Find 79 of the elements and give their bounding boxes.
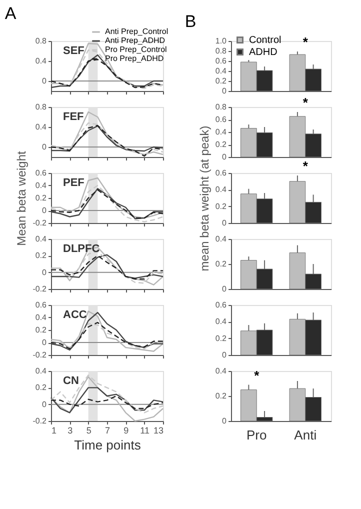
x-axis-title: Time points bbox=[74, 438, 142, 452]
y-axis-title: mean beta weight (at peak) bbox=[197, 126, 212, 272]
y-tick-label: 0.2 bbox=[215, 140, 228, 149]
y-tick-label: 0 bbox=[222, 350, 228, 360]
y-tick-label: 0.4 bbox=[35, 234, 48, 244]
y-tick-label: 0.6 bbox=[215, 300, 228, 310]
y-tick-label: 0 bbox=[42, 142, 48, 152]
y-tick-label: 0 bbox=[42, 268, 48, 277]
y-tick-label: 0.4 bbox=[35, 122, 48, 132]
y-tick-label: 0.4 bbox=[215, 128, 228, 136]
x-tick-label: 11 bbox=[140, 426, 150, 436]
x-tick-label: 5 bbox=[86, 426, 92, 436]
y-tick-label: 0 bbox=[42, 206, 48, 215]
y-tick-label: 0.8 bbox=[215, 46, 228, 56]
y-tick-label: 0 bbox=[42, 400, 48, 409]
y-tick-label: 0.4 bbox=[215, 317, 228, 326]
x-tick-label: 9 bbox=[124, 426, 129, 436]
chart-title: B bbox=[184, 12, 196, 31]
y-tick-label: 0.4 bbox=[35, 56, 48, 66]
legend-label: Control bbox=[249, 35, 282, 46]
y-tick-label: 0 bbox=[222, 284, 228, 294]
y-tick-label: 0.8 bbox=[35, 36, 48, 46]
y-tick-label: 0.4 bbox=[215, 234, 228, 244]
legend-label: Anti Prep_Control bbox=[105, 27, 168, 36]
y-tick-label: 0.4 bbox=[215, 66, 228, 76]
annotation: ACC bbox=[63, 309, 87, 321]
y-tick-label: 0 bbox=[42, 338, 48, 347]
y-tick-label: 0.4 bbox=[35, 181, 48, 190]
annotation: * bbox=[302, 95, 309, 110]
chart-title: A bbox=[4, 4, 17, 23]
y-tick-label: 0.2 bbox=[215, 334, 228, 343]
y-tick-label: 0 bbox=[222, 152, 228, 162]
y-tick-label: 1.0 bbox=[215, 36, 228, 46]
y-tick-label: 0.2 bbox=[215, 202, 228, 211]
y-tick-label: -0.2 bbox=[32, 350, 48, 360]
y-tick-label: 0.6 bbox=[215, 115, 228, 124]
y-tick-label: 0.4 bbox=[35, 313, 48, 322]
y-tick-label: 0.8 bbox=[35, 102, 48, 112]
y-tick-label: -0.2 bbox=[32, 218, 48, 228]
y-tick-label: -0.2 bbox=[32, 416, 48, 426]
y-tick-label: 0.2 bbox=[35, 326, 48, 334]
x-tick-label: Anti bbox=[294, 428, 317, 442]
x-tick-label: 3 bbox=[68, 426, 73, 436]
y-tick-label: 0.2 bbox=[215, 260, 228, 268]
y-tick-label: 0.4 bbox=[35, 366, 48, 376]
y-axis-title: Mean beta weight bbox=[14, 150, 29, 246]
y-tick-label: 0.4 bbox=[215, 366, 228, 376]
x-tick-label: Pro bbox=[246, 428, 267, 442]
y-tick-label: 0 bbox=[222, 86, 228, 96]
annotation: SEF bbox=[63, 45, 85, 57]
annotation: * bbox=[254, 368, 260, 383]
y-tick-label: 0.4 bbox=[215, 185, 228, 194]
text: * bbox=[302, 158, 309, 174]
y-tick-label: 0.2 bbox=[215, 76, 228, 86]
annotation: FEF bbox=[63, 111, 84, 123]
legend-label: ADHD bbox=[249, 47, 278, 58]
y-tick-label: 0.6 bbox=[35, 168, 48, 178]
y-tick-label: 0 bbox=[42, 76, 48, 86]
annotation: CN bbox=[63, 375, 79, 387]
y-tick-label: 0.2 bbox=[215, 392, 228, 400]
y-tick-label: 0.2 bbox=[35, 251, 48, 260]
legend-label: Pro Prep_ADHD bbox=[105, 54, 164, 63]
y-tick-label: 0.6 bbox=[35, 300, 48, 310]
y-tick-label: 0 bbox=[222, 218, 228, 228]
x-tick-label: 7 bbox=[104, 426, 110, 436]
x-tick-label: 1 bbox=[52, 426, 57, 436]
y-tick-label: 0 bbox=[222, 416, 228, 426]
y-tick-label: -0.2 bbox=[32, 284, 48, 294]
legend-label: Anti Prep_ADHD bbox=[105, 36, 166, 45]
x-tick-label: 13 bbox=[153, 426, 164, 436]
y-tick-label: 0.6 bbox=[215, 168, 228, 178]
y-tick-label: 0.6 bbox=[215, 56, 228, 66]
legend-label: Pro Prep_Control bbox=[105, 45, 168, 54]
annotation: DLPFC bbox=[63, 243, 100, 255]
y-tick-label: 0.2 bbox=[35, 194, 48, 202]
y-tick-label: 0.2 bbox=[35, 383, 48, 392]
annotation: PEF bbox=[63, 177, 85, 189]
annotation: * bbox=[302, 34, 309, 50]
y-tick-label: 0.8 bbox=[215, 102, 228, 112]
